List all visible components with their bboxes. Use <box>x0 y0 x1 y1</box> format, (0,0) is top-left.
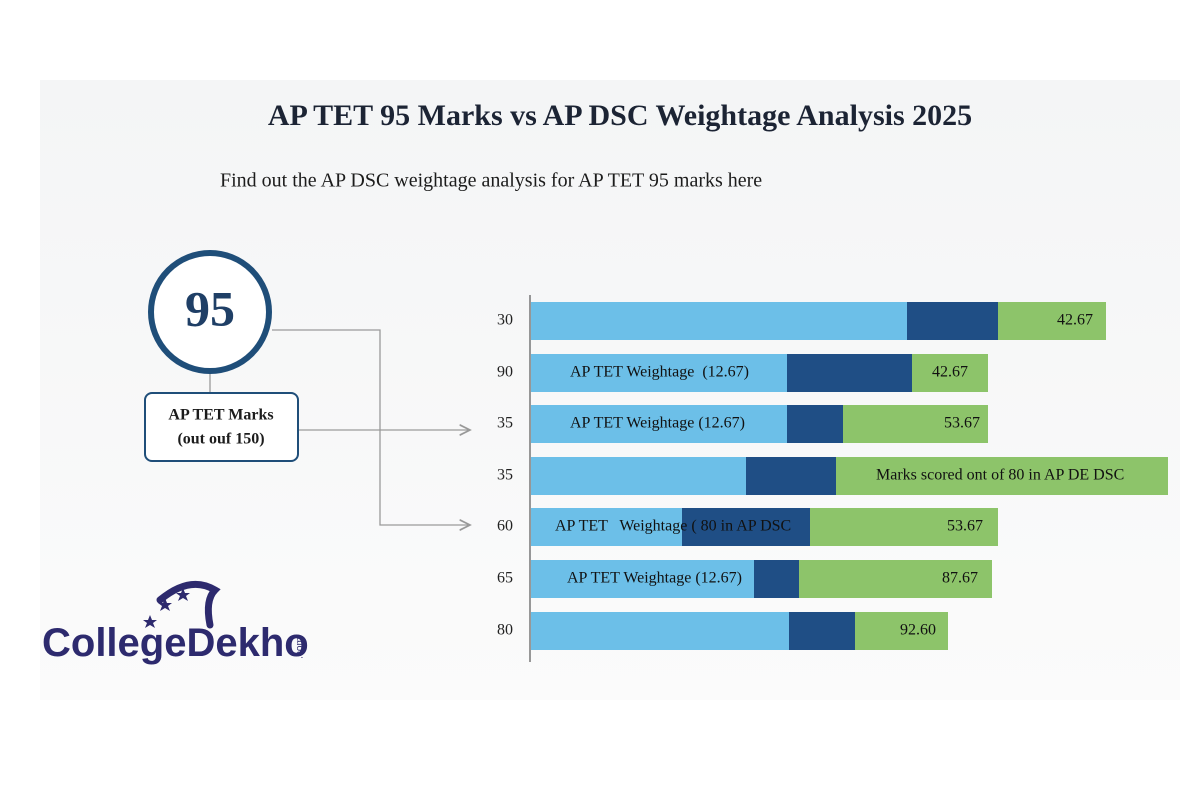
bar-segment <box>907 302 998 340</box>
end-text: 87.67 <box>942 570 978 587</box>
score-box <box>144 392 299 462</box>
row-label: 65 <box>497 570 513 587</box>
bar-segment <box>843 405 988 443</box>
bar-segment <box>998 302 1106 340</box>
score-caption: (out ouf 150) <box>177 431 264 448</box>
bar-segment <box>531 354 787 392</box>
end-text: 92.60 <box>900 622 936 639</box>
row-label: 60 <box>497 518 513 535</box>
end-text: 42.67 <box>932 364 968 381</box>
bar-text: AP TET Weightage ( 80 in AP DSC <box>555 518 791 535</box>
title: AP TET 95 Marks vs AP DSC Weightage Anal… <box>268 99 972 132</box>
row-label: 35 <box>497 467 513 484</box>
connectors <box>209 329 470 525</box>
bar-segment <box>836 457 1168 495</box>
bar-segment <box>531 612 789 650</box>
bar-segment <box>531 508 682 546</box>
logo: CollegeDekho .com <box>42 580 309 665</box>
bar-segment <box>810 508 998 546</box>
score-circle <box>148 250 272 374</box>
end-text: 42.67 <box>1057 312 1093 329</box>
score-caption: AP TET Marks <box>168 407 273 424</box>
bar-segment <box>682 508 810 546</box>
bar-segment <box>799 560 992 598</box>
row-label: 80 <box>497 622 513 639</box>
score-value: 95 <box>185 280 235 336</box>
end-text: Marks scored ont of 80 in AP DE DSC <box>876 467 1124 484</box>
row-label: 30 <box>497 312 513 329</box>
bar-text: AP TET Weightage (12.67) <box>570 415 745 432</box>
bar-segment <box>787 405 843 443</box>
bar-text: AP TET Weightage (12.67) <box>567 570 742 587</box>
row-label: 35 <box>497 415 513 432</box>
bar-segment <box>531 457 746 495</box>
row-label: 90 <box>497 364 513 381</box>
bar-segment <box>531 560 754 598</box>
end-text: 53.67 <box>947 518 983 535</box>
bars: 30 42.67 90 AP TET Weightage (12.67) 42.67 35… <box>497 302 1168 650</box>
bar-text: AP TET Weightage (12.67) <box>570 364 749 381</box>
bar-segment <box>531 302 907 340</box>
end-text: 53.67 <box>944 415 980 432</box>
bar-segment <box>746 457 836 495</box>
bar-segment <box>789 612 855 650</box>
bar-segment <box>787 354 912 392</box>
logo-text: CollegeDekho <box>42 621 309 665</box>
bar-segment <box>855 612 948 650</box>
bar-segment <box>912 354 988 392</box>
subtitle: Find out the AP DSC weightage analysis f… <box>220 170 762 192</box>
logo-suffix: .com <box>295 637 306 659</box>
bar-segment <box>531 405 787 443</box>
bar-segment <box>754 560 799 598</box>
